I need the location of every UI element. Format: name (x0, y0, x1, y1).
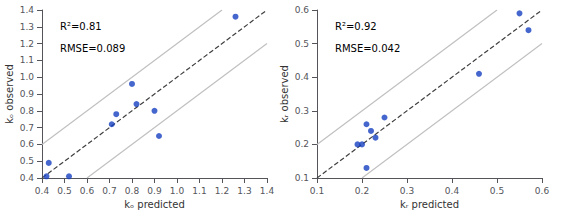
svg-text:RMSE=0.042: RMSE=0.042 (335, 43, 400, 54)
svg-text:0.9: 0.9 (147, 186, 162, 196)
svg-text:0.4: 0.4 (445, 186, 460, 196)
svg-text:1.3: 1.3 (237, 186, 251, 196)
svg-text:0.2: 0.2 (355, 186, 369, 196)
svg-text:0.7: 0.7 (20, 123, 34, 133)
svg-text:0.1: 0.1 (310, 186, 324, 196)
svg-text:0.5: 0.5 (295, 39, 309, 49)
svg-text:0.6: 0.6 (295, 5, 310, 15)
svg-text:RMSE=0.089: RMSE=0.089 (60, 43, 125, 54)
svg-text:0.1: 0.1 (295, 173, 309, 183)
svg-text:1.0: 1.0 (170, 186, 185, 196)
svg-text:0.4: 0.4 (20, 173, 35, 183)
svg-text:1.4: 1.4 (20, 5, 35, 15)
svg-text:1.2: 1.2 (215, 186, 229, 196)
svg-text:0.6: 0.6 (20, 139, 35, 149)
svg-text:R²=0.92: R²=0.92 (335, 21, 377, 32)
svg-text:0.2: 0.2 (295, 139, 309, 149)
svg-text:kᵣ predicted: kᵣ predicted (400, 199, 459, 210)
svg-text:0.9: 0.9 (20, 89, 35, 99)
svg-text:1.3: 1.3 (20, 22, 34, 32)
svg-text:0.6: 0.6 (535, 186, 550, 196)
svg-text:1.0: 1.0 (20, 72, 35, 82)
svg-text:kₒ predicted: kₒ predicted (124, 199, 185, 210)
svg-text:1.1: 1.1 (192, 186, 206, 196)
svg-text:0.5: 0.5 (490, 186, 504, 196)
svg-text:0.7: 0.7 (102, 186, 116, 196)
svg-text:0.8: 0.8 (125, 186, 140, 196)
svg-text:0.5: 0.5 (57, 186, 71, 196)
svg-text:0.4: 0.4 (295, 72, 310, 82)
svg-text:R²=0.81: R²=0.81 (60, 21, 102, 32)
svg-text:0.3: 0.3 (295, 106, 309, 116)
svg-text:0.3: 0.3 (400, 186, 414, 196)
svg-text:kₒ observed: kₒ observed (4, 64, 15, 123)
svg-text:kᵣ observed: kᵣ observed (279, 65, 290, 123)
svg-text:1.2: 1.2 (20, 39, 34, 49)
svg-text:0.6: 0.6 (80, 186, 95, 196)
svg-text:0.4: 0.4 (35, 186, 50, 196)
svg-text:1.4: 1.4 (260, 186, 275, 196)
svg-text:1.1: 1.1 (20, 55, 34, 65)
svg-text:0.8: 0.8 (20, 106, 35, 116)
svg-text:0.5: 0.5 (20, 156, 34, 166)
